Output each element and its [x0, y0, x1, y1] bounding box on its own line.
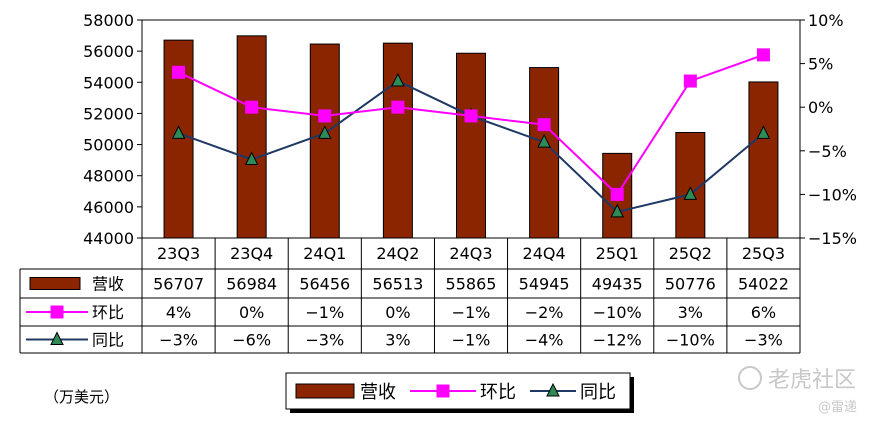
category-label-25Q1: 25Q1	[596, 244, 639, 263]
revenue-bar-24Q2	[382, 42, 413, 239]
revenue-bar-24Q4	[529, 67, 560, 239]
left-axis-tick-label: 50000	[83, 136, 134, 155]
table-cell: −1%	[452, 303, 491, 322]
watermark-sub: @雷递	[818, 400, 858, 415]
table-key-revenue-icon	[29, 277, 81, 290]
table-key-triangle-icon	[50, 331, 64, 345]
table-cell: −6%	[232, 331, 271, 350]
table-cell: −1%	[452, 331, 491, 350]
table-cell: −10%	[666, 331, 715, 350]
category-label-23Q4: 23Q4	[230, 244, 273, 263]
legend-label: 环比	[480, 382, 516, 403]
table-cell: −3%	[305, 331, 344, 350]
table-key-square-icon	[50, 305, 64, 319]
table-cell: 54022	[738, 275, 789, 294]
mom-marker-25Q1	[610, 187, 624, 201]
legend-label: 营收	[360, 382, 396, 403]
revenue-bar-24Q1	[309, 43, 340, 239]
right-axis-tick-label: −5%	[808, 142, 847, 161]
yoy-marker-24Q1	[317, 125, 332, 139]
mom-marker-24Q2	[391, 100, 405, 114]
table-cell: 49435	[592, 275, 643, 294]
revenue-bar-24Q3	[456, 52, 486, 239]
yoy-marker-24Q2	[391, 72, 405, 87]
table-cell: −3%	[159, 331, 198, 350]
table-cell: −12%	[593, 331, 642, 350]
left-axis-tick-label: 48000	[83, 167, 134, 186]
table-cell: 56984	[226, 275, 277, 294]
table-cell: 56456	[299, 275, 350, 294]
left-axis-tick-label: 46000	[83, 198, 134, 217]
table-row-header: 同比	[92, 331, 124, 350]
table-cell: −10%	[593, 303, 642, 322]
table-cell: 4%	[166, 303, 191, 322]
legend-mom-square-icon	[436, 384, 450, 398]
legend-label: 同比	[580, 382, 616, 403]
right-axis-tick-label: 10%	[808, 11, 844, 30]
revenue-bar-25Q3	[748, 81, 779, 239]
right-axis-tick-label: −15%	[808, 229, 857, 248]
yoy-marker-23Q3	[171, 125, 186, 139]
category-label-24Q4: 24Q4	[523, 244, 566, 263]
category-label-24Q3: 24Q3	[449, 244, 492, 263]
left-axis-tick-label: 58000	[83, 11, 134, 30]
mom-marker-23Q3	[172, 65, 186, 79]
right-axis-tick-label: 0%	[808, 98, 833, 117]
yoy-marker-25Q3	[756, 125, 771, 139]
table-cell: 3%	[678, 303, 703, 322]
mom-marker-24Q1	[318, 109, 332, 123]
right-axis-tick-label: 5%	[808, 55, 833, 74]
right-axis-tick-label: −10%	[808, 185, 857, 204]
table-cell: 55865	[446, 275, 497, 294]
watermark-text: 老虎社区	[768, 368, 857, 393]
category-label-23Q3: 23Q3	[157, 244, 200, 263]
table-cell: 56707	[153, 275, 204, 294]
table-row-header: 营收	[92, 275, 124, 294]
table-cell: −4%	[525, 331, 564, 350]
category-label-25Q3: 25Q3	[742, 244, 785, 263]
mom-marker-25Q3	[756, 48, 770, 62]
mom-marker-25Q2	[683, 74, 697, 88]
table-cell: −1%	[305, 303, 344, 322]
table-row-header: 环比	[92, 303, 124, 322]
legend-yoy-triangle-icon	[546, 382, 560, 397]
table-cell: 54945	[519, 275, 570, 294]
mom-marker-24Q3	[464, 109, 478, 123]
table-cell: 3%	[385, 331, 410, 350]
legend-revenue-icon	[295, 383, 355, 399]
watermark: 老虎社区 @雷递	[738, 362, 857, 415]
plot-frame	[141, 19, 801, 239]
table-cell: −3%	[744, 331, 783, 350]
table-cell: −2%	[525, 303, 564, 322]
mom-marker-23Q4	[245, 100, 259, 114]
left-axis-tick-label: 56000	[83, 42, 134, 61]
yoy-marker-25Q2	[683, 186, 698, 200]
table-cell: 0%	[239, 303, 264, 322]
watermark-logo-icon	[738, 366, 762, 390]
left-axis-tick-label: 44000	[83, 229, 134, 248]
table-cell: 50776	[665, 275, 716, 294]
yoy-marker-25Q1	[610, 203, 625, 218]
yoy-marker-24Q4	[537, 133, 551, 148]
yoy-marker-23Q4	[244, 151, 259, 166]
revenue-bar-23Q4	[236, 35, 267, 239]
category-label-25Q2: 25Q2	[669, 244, 712, 263]
category-label-24Q2: 24Q2	[376, 244, 419, 263]
table-cell: 56513	[372, 275, 423, 294]
left-axis-tick-label: 52000	[83, 104, 134, 123]
table-cell: 0%	[385, 303, 410, 322]
category-label-24Q1: 24Q1	[303, 244, 346, 263]
table-cell: 6%	[751, 303, 776, 322]
unit-label: （万美元）	[44, 388, 120, 406]
left-axis-tick-label: 54000	[83, 73, 134, 92]
mom-marker-24Q4	[537, 118, 551, 132]
